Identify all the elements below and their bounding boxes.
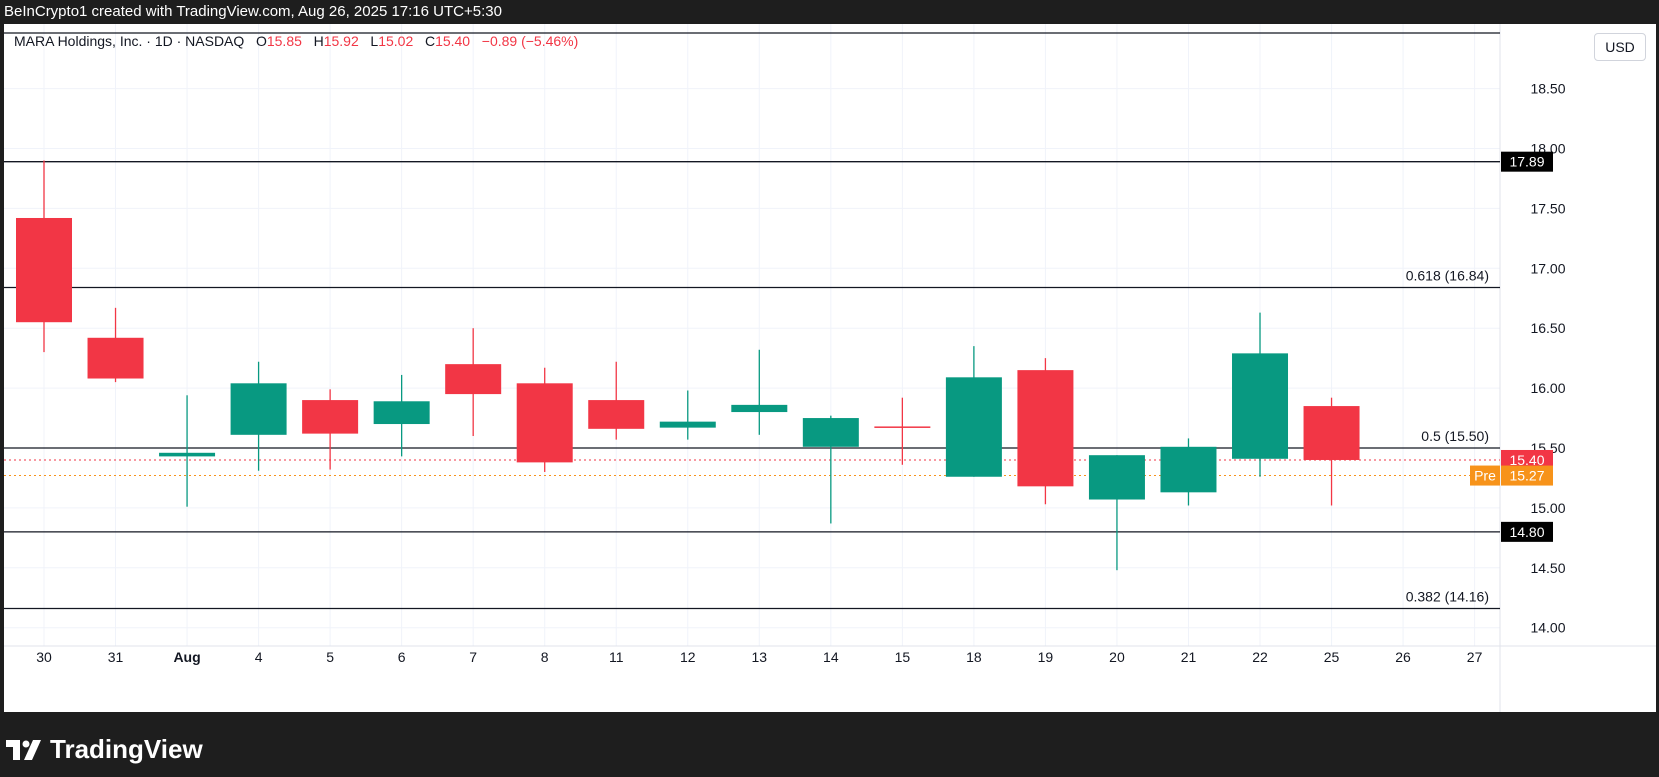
candle-body <box>588 400 645 429</box>
level-label: 0.382 (14.16) <box>1406 589 1489 605</box>
last-price-badge-text: 15.40 <box>1509 452 1544 468</box>
time-tick-label: 6 <box>398 649 406 665</box>
candle-body <box>1303 406 1360 460</box>
time-tick-label: 12 <box>680 649 696 665</box>
candle-body <box>802 418 859 447</box>
open-value: 15.85 <box>266 33 302 49</box>
price-tick-label: 18.50 <box>1530 81 1565 97</box>
candle-body <box>731 404 788 413</box>
tradingview-logo-icon <box>6 739 41 760</box>
price-tick-label: 17.50 <box>1530 200 1565 216</box>
high-value: 15.92 <box>323 33 359 49</box>
symbol-title: MARA Holdings, Inc. · 1D · NASDAQ <box>14 33 245 49</box>
pre-market-tag-text: Pre <box>1474 468 1496 484</box>
time-tick-label: 27 <box>1467 649 1483 665</box>
candle-body <box>159 452 216 457</box>
time-tick-label: 14 <box>823 649 839 665</box>
chart-area[interactable]: 14.00 14.50 15.00 15.50 16.00 16.50 17.00 17.50… <box>4 24 1656 712</box>
time-tick-label: 21 <box>1181 649 1197 665</box>
candle-body <box>87 337 144 379</box>
price-tick-label: 16.50 <box>1530 320 1565 336</box>
candle-body <box>945 377 1002 477</box>
candle-body <box>302 400 359 434</box>
time-tick-label: 5 <box>326 649 334 665</box>
time-tick-label: 11 <box>609 649 624 665</box>
candle-body <box>1160 446 1217 493</box>
time-tick-label: 4 <box>255 649 263 665</box>
level-label: 0.618 (16.84) <box>1406 267 1489 283</box>
time-tick-label: 15 <box>895 649 911 665</box>
price-tick-label: 14.00 <box>1530 620 1565 636</box>
candle-body <box>16 217 72 323</box>
chart-credit-bar: BeInCrypto1 created with TradingView.com… <box>0 0 1659 24</box>
low-label: L <box>370 33 379 49</box>
price-tick-label: 15.00 <box>1530 500 1565 516</box>
candle-body <box>516 383 573 463</box>
close-label: C <box>424 33 436 49</box>
time-tick-label: 18 <box>966 649 982 665</box>
candle-body <box>659 421 716 428</box>
price-tick-label: 16.00 <box>1530 380 1565 396</box>
time-tick-label: 19 <box>1038 649 1054 665</box>
candle-body <box>445 364 502 395</box>
candle-body <box>1088 455 1145 500</box>
chart-credit-text: BeInCrypto1 created with TradingView.com… <box>4 3 502 20</box>
level-price-badge <box>1501 151 1553 172</box>
time-tick-label: 22 <box>1252 649 1268 665</box>
candle-body <box>230 383 287 435</box>
symbol-legend: MARA Holdings, Inc. · 1D · NASDAQ O15.85… <box>14 33 578 49</box>
time-tick-label: 31 <box>108 649 124 665</box>
candle-body <box>1232 353 1289 459</box>
open-label: O <box>255 33 267 49</box>
time-tick-label: 26 <box>1395 649 1411 665</box>
time-tick-label: 25 <box>1324 649 1340 665</box>
level-price-badge-text: 17.89 <box>1509 154 1544 170</box>
level-label: 0.5 (15.50) <box>1421 428 1489 444</box>
time-tick-label: 7 <box>469 649 477 665</box>
pre-market-tag <box>1470 465 1500 486</box>
candle-body <box>874 426 931 428</box>
candle-body <box>373 401 430 425</box>
low-value: 15.02 <box>378 33 414 49</box>
time-tick-label: 8 <box>541 649 549 665</box>
candlestick-chart[interactable]: 14.0014.5015.0015.5016.0016.5017.0017.50… <box>4 24 1656 712</box>
time-tick-label: 13 <box>752 649 768 665</box>
level-price-badge-text: 14.80 <box>1509 524 1544 540</box>
time-tick-label: 20 <box>1109 649 1125 665</box>
time-tick-label: Aug <box>173 649 200 665</box>
close-value: 15.40 <box>435 33 471 49</box>
currency-button[interactable]: USD <box>1594 33 1646 61</box>
pre-market-badge-text: 15.27 <box>1509 468 1544 484</box>
candle-body <box>1017 370 1074 487</box>
tradingview-brand-name: TradingView <box>50 734 203 764</box>
high-label: H <box>313 33 324 49</box>
pre-market-badge <box>1501 465 1553 486</box>
footer-bar: TradingView <box>0 712 1659 777</box>
price-tick-label: 14.50 <box>1530 560 1565 576</box>
last-price-badge <box>1501 449 1553 470</box>
time-tick-label: 30 <box>36 649 52 665</box>
price-tick-label: 17.00 <box>1530 260 1565 276</box>
level-price-badge <box>1501 521 1553 542</box>
change-value: −0.89 (−5.46%) <box>481 33 579 49</box>
tradingview-logo[interactable]: TradingView <box>6 734 203 765</box>
